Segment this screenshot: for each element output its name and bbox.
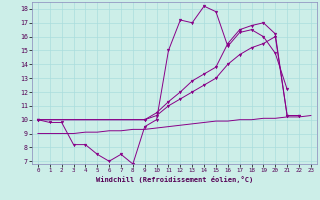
X-axis label: Windchill (Refroidissement éolien,°C): Windchill (Refroidissement éolien,°C) [96,176,253,183]
